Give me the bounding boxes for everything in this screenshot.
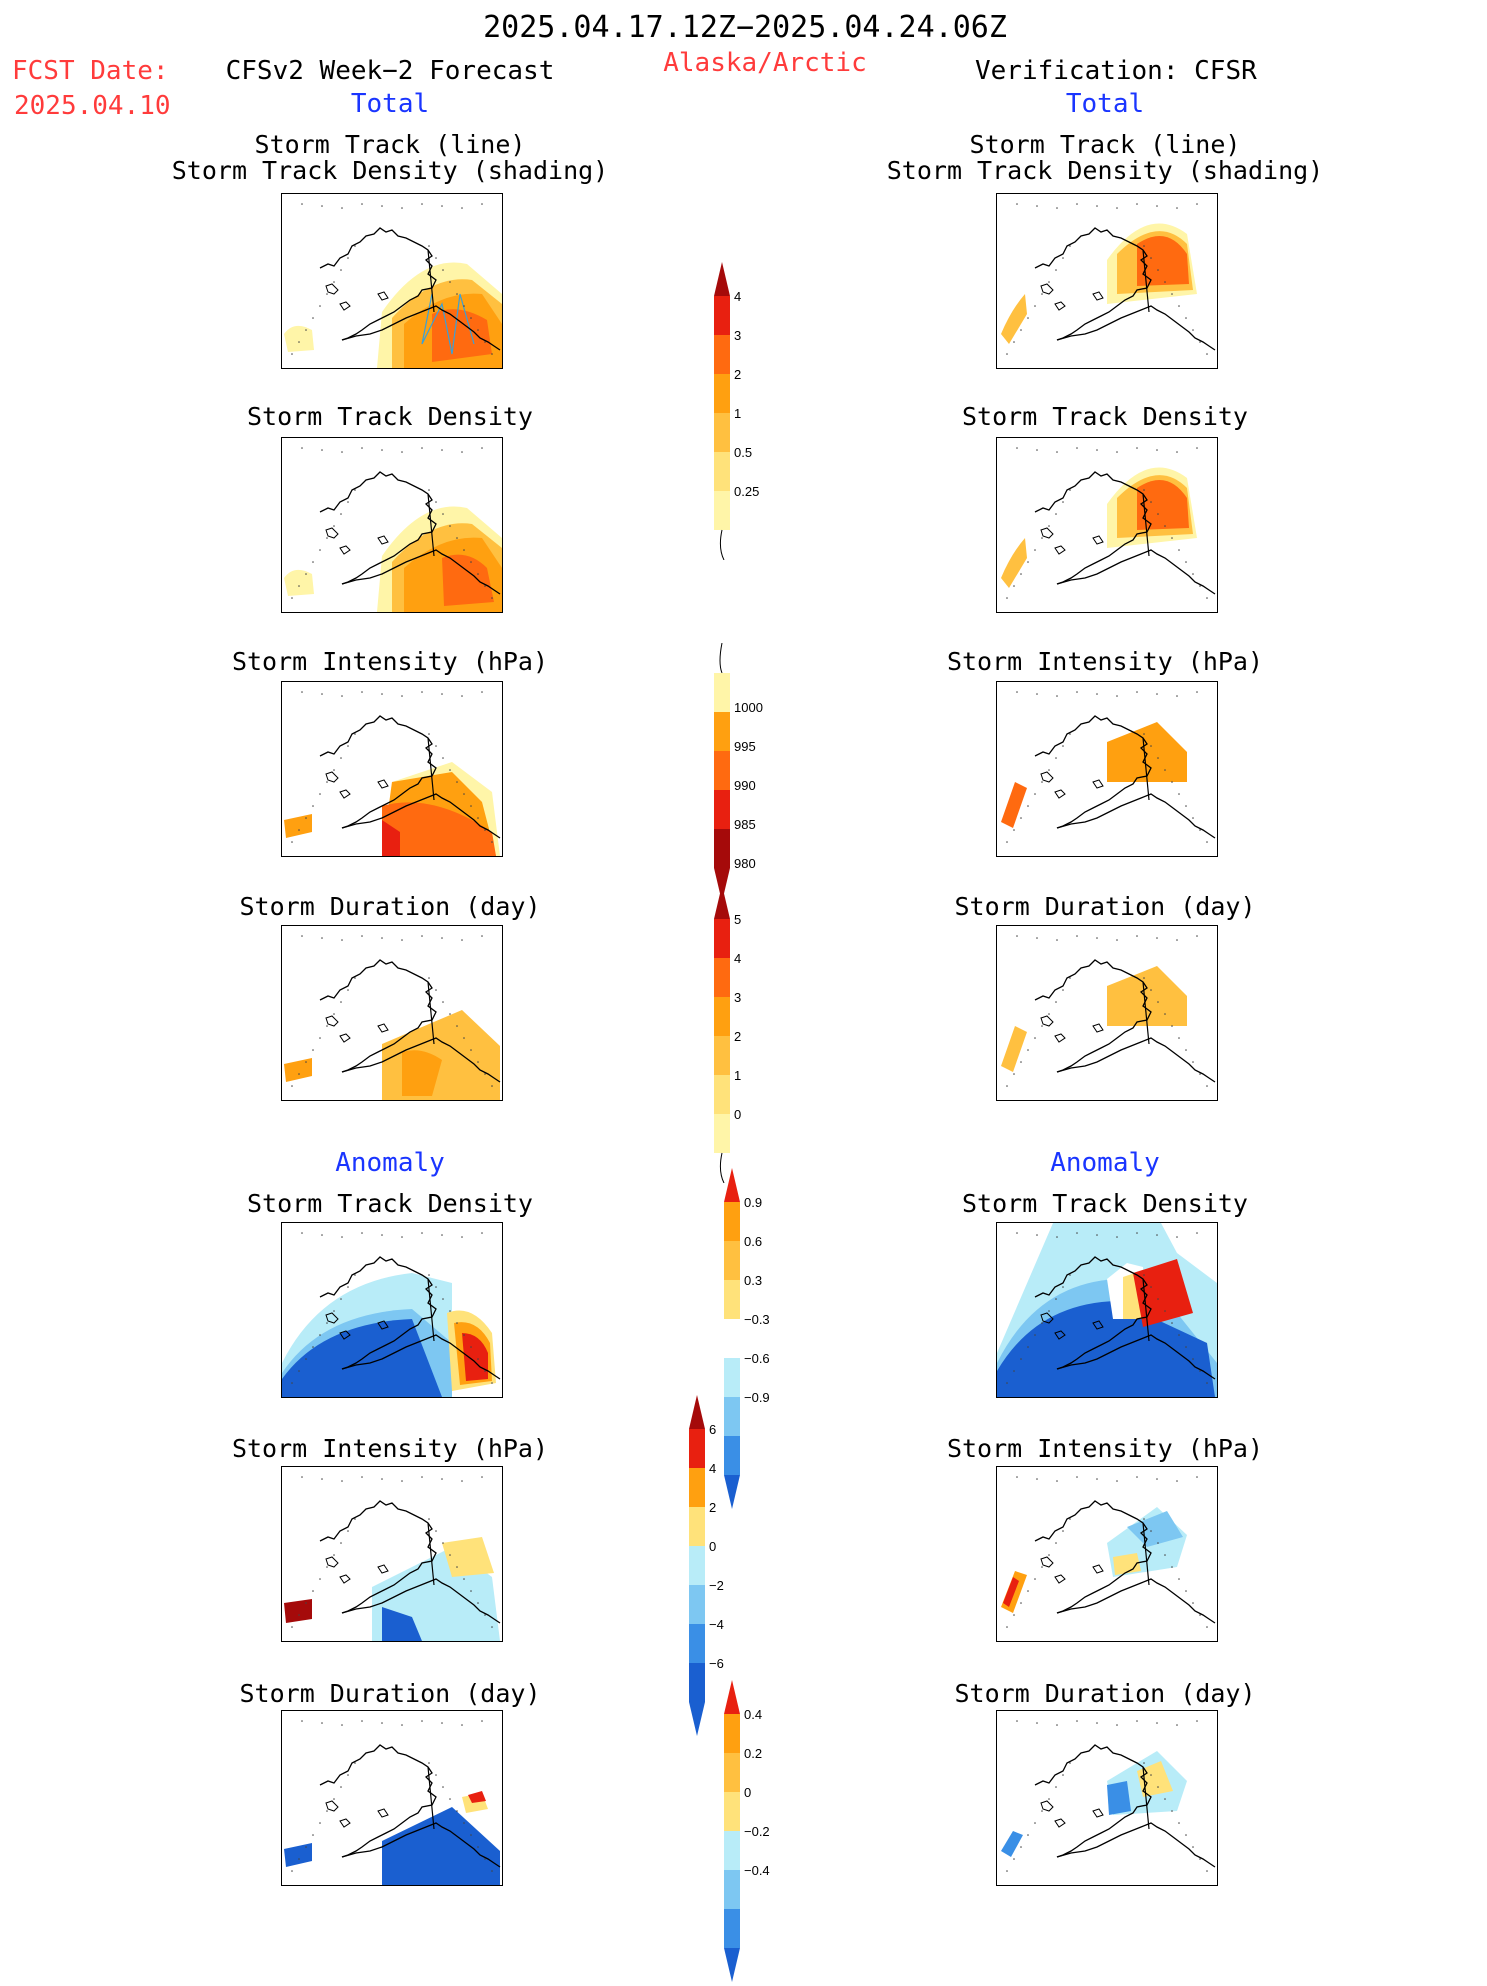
svg-text:2: 2: [734, 367, 741, 382]
svg-text:2: 2: [709, 1500, 716, 1515]
svg-text:0.25: 0.25: [734, 484, 759, 499]
svg-text:0.5: 0.5: [734, 445, 752, 460]
right-track-title-2: Storm Track Density (shading): [886, 156, 1324, 185]
map-right-track-svg: [1001, 203, 1216, 355]
svg-text:990: 990: [734, 778, 756, 793]
map-right-intensity-anom-svg: [1001, 1476, 1216, 1628]
left-total-label: Total: [350, 89, 430, 119]
svg-text:4: 4: [734, 951, 741, 966]
map-left-intensity-anom-svg: [284, 1476, 501, 1641]
svg-text:−0.9: −0.9: [744, 1390, 770, 1405]
svg-text:985: 985: [734, 817, 756, 832]
svg-text:1: 1: [734, 406, 741, 421]
right-total-label: Total: [1065, 89, 1145, 119]
colorbar-duration: 5 4 3 2 1 0: [712, 885, 792, 1187]
right-track-title-1: Storm Track (line): [969, 130, 1241, 159]
map-right-track: [996, 193, 1218, 369]
svg-text:0: 0: [709, 1539, 716, 1554]
svg-text:0: 0: [744, 1785, 751, 1800]
svg-text:−6: −6: [709, 1656, 724, 1671]
map-left-duration: [281, 925, 503, 1101]
svg-text:−4: −4: [709, 1617, 724, 1632]
left-density-anom-title: Storm Track Density: [247, 1189, 533, 1218]
svg-text:0.2: 0.2: [744, 1746, 762, 1761]
map-right-intensity-anom: [996, 1466, 1218, 1642]
left-anomaly-label: Anomaly: [335, 1148, 445, 1178]
left-track-title-2: Storm Track Density (shading): [171, 156, 609, 185]
region-label: Alaska/Arctic: [663, 48, 867, 78]
svg-text:980: 980: [734, 856, 756, 871]
svg-text:5: 5: [734, 912, 741, 927]
map-right-density: [996, 437, 1218, 613]
fcst-date-value: 2025.04.10: [14, 91, 171, 121]
svg-text:0: 0: [734, 1107, 741, 1122]
svg-text:−2: −2: [709, 1578, 724, 1593]
svg-text:−0.4: −0.4: [744, 1863, 770, 1878]
map-right-density-anom-svg: [997, 1223, 1217, 1397]
right-anomaly-label: Anomaly: [1050, 1148, 1160, 1178]
map-right-intensity: [996, 681, 1218, 857]
map-left-track-svg: [284, 203, 502, 368]
map-left-track: [281, 193, 503, 369]
map-right-density-svg: [1001, 447, 1216, 599]
map-right-duration-anom-svg: [1001, 1720, 1216, 1872]
svg-text:3: 3: [734, 328, 741, 343]
verification-title: Verification: CFSR: [975, 56, 1257, 86]
svg-text:−0.3: −0.3: [744, 1312, 770, 1327]
colorbar-density: 4 3 2 1 0.5 0.25: [712, 262, 792, 564]
svg-text:0.3: 0.3: [744, 1273, 762, 1288]
left-duration-anom-title: Storm Duration (day): [239, 1679, 541, 1708]
colorbar-intensity: 1000 995 990 985 980: [712, 642, 792, 906]
right-duration-title: Storm Duration (day): [954, 892, 1256, 921]
right-intensity-anom-title: Storm Intensity (hPa): [946, 1434, 1264, 1463]
left-track-title-1: Storm Track (line): [254, 130, 526, 159]
map-left-duration-anom-svg: [284, 1720, 501, 1885]
map-left-duration-svg: [284, 935, 501, 1100]
map-left-intensity-svg: [284, 691, 501, 856]
left-duration-title: Storm Duration (day): [239, 892, 541, 921]
svg-text:1000: 1000: [734, 700, 763, 715]
period-title: 2025.04.17.12Z−2025.04.24.06Z: [483, 10, 1007, 45]
right-density-anom-title: Storm Track Density: [962, 1189, 1248, 1218]
left-density-title: Storm Track Density: [247, 402, 533, 431]
svg-text:4: 4: [734, 289, 741, 304]
left-intensity-anom-title: Storm Intensity (hPa): [231, 1434, 549, 1463]
map-left-density: [281, 437, 503, 613]
right-duration-anom-title: Storm Duration (day): [954, 1679, 1256, 1708]
colorbar-density-anom: 0.9 0.6 0.3 −0.3 −0.6 −0.9: [722, 1168, 802, 1513]
map-right-duration: [996, 925, 1218, 1101]
right-density-title: Storm Track Density: [962, 402, 1248, 431]
map-left-density-anom: [281, 1222, 503, 1398]
forecast-title: CFSv2 Week−2 Forecast: [225, 56, 555, 86]
map-right-intensity-svg: [1001, 691, 1216, 843]
svg-text:4: 4: [709, 1461, 716, 1476]
svg-text:−0.2: −0.2: [744, 1824, 770, 1839]
colorbar-duration-anom: 0.4 0.2 0 −0.2 −0.4: [722, 1680, 802, 1986]
svg-text:0.4: 0.4: [744, 1707, 762, 1722]
colorbar-intensity-anom: 6 4 2 0 −2 −4 −6: [687, 1395, 767, 1740]
fcst-date-label: FCST Date:: [12, 56, 169, 86]
right-intensity-title: Storm Intensity (hPa): [946, 647, 1264, 676]
map-left-density-anom-svg: [282, 1232, 501, 1397]
map-right-duration-anom: [996, 1710, 1218, 1886]
svg-text:0.6: 0.6: [744, 1234, 762, 1249]
svg-text:1: 1: [734, 1068, 741, 1083]
map-right-duration-svg: [1001, 935, 1216, 1087]
svg-text:6: 6: [709, 1422, 716, 1437]
map-right-density-anom: [996, 1222, 1218, 1398]
map-left-intensity-anom: [281, 1466, 503, 1642]
svg-text:3: 3: [734, 990, 741, 1005]
svg-text:2: 2: [734, 1029, 741, 1044]
map-left-density-svg: [284, 447, 502, 612]
map-left-intensity: [281, 681, 503, 857]
svg-text:995: 995: [734, 739, 756, 754]
left-intensity-title: Storm Intensity (hPa): [231, 647, 549, 676]
map-left-duration-anom: [281, 1710, 503, 1886]
svg-text:−0.6: −0.6: [744, 1351, 770, 1366]
svg-text:0.9: 0.9: [744, 1195, 762, 1210]
